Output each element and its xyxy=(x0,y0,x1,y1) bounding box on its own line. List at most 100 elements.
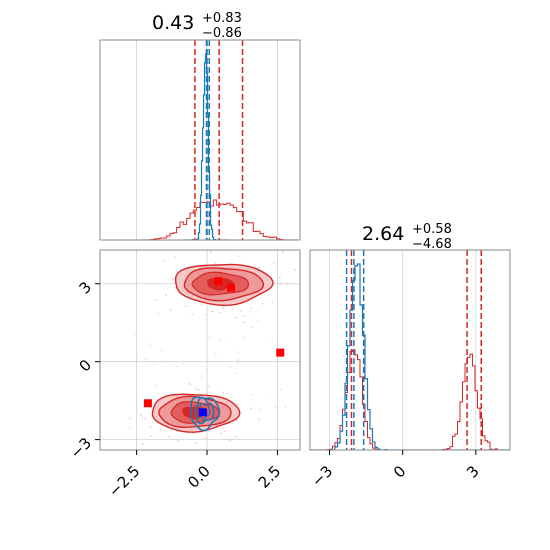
sample-point xyxy=(225,341,228,343)
marginal-y-quantile-lines xyxy=(345,250,482,450)
sample-point xyxy=(141,416,143,419)
joint-2d-markers xyxy=(143,277,285,417)
marginal-x-panel: 0.43 +0.83 −0.86 xyxy=(99,11,301,241)
sample-point xyxy=(235,372,237,374)
sample-point xyxy=(279,388,282,391)
sample-point xyxy=(223,430,226,432)
marginal-y-ticks: −3 0 3 xyxy=(308,450,483,490)
y-tick-label: −3 xyxy=(67,434,95,462)
marker-point xyxy=(226,283,235,292)
marginal-x-title-value: 0.43 xyxy=(152,12,194,34)
sample-point xyxy=(153,364,156,366)
sample-point xyxy=(140,414,142,416)
sample-point xyxy=(155,299,157,302)
sample-point xyxy=(159,428,162,431)
sample-point xyxy=(243,321,246,323)
marker-point xyxy=(198,408,207,417)
sample-point xyxy=(251,394,254,396)
sample-point xyxy=(210,250,212,253)
sample-point xyxy=(274,406,277,409)
sample-point xyxy=(223,306,225,309)
marker-point xyxy=(276,348,285,357)
joint-2d-frame xyxy=(99,249,301,451)
contour xyxy=(194,396,215,425)
sample-point xyxy=(251,325,254,328)
sample-point xyxy=(150,425,152,428)
sample-point xyxy=(271,336,273,339)
sample-point xyxy=(272,261,275,264)
sample-point xyxy=(234,436,237,438)
sample-point xyxy=(194,442,197,444)
marginal-y-title-value: 2.64 xyxy=(362,223,404,245)
marker-point xyxy=(214,277,223,286)
sample-point xyxy=(172,278,175,281)
sample-point xyxy=(240,309,243,312)
sample-point xyxy=(144,417,147,420)
sample-point xyxy=(229,366,232,369)
y-tick-label: 0 xyxy=(76,356,95,375)
sample-point xyxy=(236,403,239,406)
sample-point xyxy=(144,358,147,361)
sample-point xyxy=(250,407,252,410)
marginal-y-red-histogram xyxy=(310,349,510,450)
sample-point xyxy=(206,392,208,395)
sample-point xyxy=(238,255,241,257)
sample-point xyxy=(236,362,239,365)
sample-point xyxy=(257,418,260,421)
marginal-x-title: 0.43 +0.83 −0.86 xyxy=(152,11,242,41)
sample-point xyxy=(294,269,297,271)
sample-point xyxy=(157,312,159,315)
sample-point xyxy=(223,438,226,441)
sample-point xyxy=(222,391,224,394)
x-tick-label: 0.0 xyxy=(184,462,214,492)
sample-point xyxy=(243,315,245,318)
sample-point xyxy=(280,283,283,286)
sample-point xyxy=(281,250,284,253)
sample-point xyxy=(201,376,203,378)
sample-point xyxy=(129,417,132,420)
sample-point xyxy=(226,392,229,395)
y-tick-label: 3 xyxy=(76,278,95,297)
sample-point xyxy=(231,307,234,310)
sample-point xyxy=(184,305,187,307)
sample-point xyxy=(207,385,210,388)
x-tick-label: −3 xyxy=(308,462,336,490)
sample-point xyxy=(211,310,214,313)
sample-point xyxy=(149,343,151,345)
sample-point xyxy=(249,310,252,313)
sample-point xyxy=(279,276,281,279)
contour xyxy=(190,396,221,432)
sample-point xyxy=(162,259,165,262)
marginal-x-frame xyxy=(99,39,301,241)
sample-point xyxy=(204,437,207,440)
marginal-x-quantile-lines xyxy=(194,40,244,240)
sample-point xyxy=(284,406,287,408)
sample-point xyxy=(218,311,221,314)
sample-point xyxy=(260,408,262,410)
sample-point xyxy=(272,347,275,350)
joint-2d-panel: −2.5 0.0 2.5 −3 0 3 xyxy=(67,249,301,501)
sample-point xyxy=(141,443,144,446)
sample-point xyxy=(136,357,138,359)
sample-point xyxy=(229,439,232,442)
sample-point xyxy=(221,427,224,429)
marginal-y-grid xyxy=(329,250,477,450)
sample-point xyxy=(237,359,240,362)
sample-point xyxy=(242,336,245,339)
marginal-y-title: 2.64 +0.58 −4.68 xyxy=(362,222,452,252)
sample-point xyxy=(219,338,222,341)
sample-point xyxy=(235,316,238,319)
sample-point xyxy=(214,353,217,355)
sample-point xyxy=(160,349,163,352)
sample-point xyxy=(208,336,211,339)
marker-point xyxy=(143,399,152,408)
sample-point xyxy=(191,313,194,316)
sample-point xyxy=(195,388,198,391)
sample-point xyxy=(238,351,240,354)
sample-point xyxy=(174,286,177,289)
sample-point xyxy=(271,301,274,304)
sample-point xyxy=(164,359,167,362)
marginal-y-title-minus: −4.68 xyxy=(412,237,452,252)
sample-point xyxy=(189,384,192,386)
